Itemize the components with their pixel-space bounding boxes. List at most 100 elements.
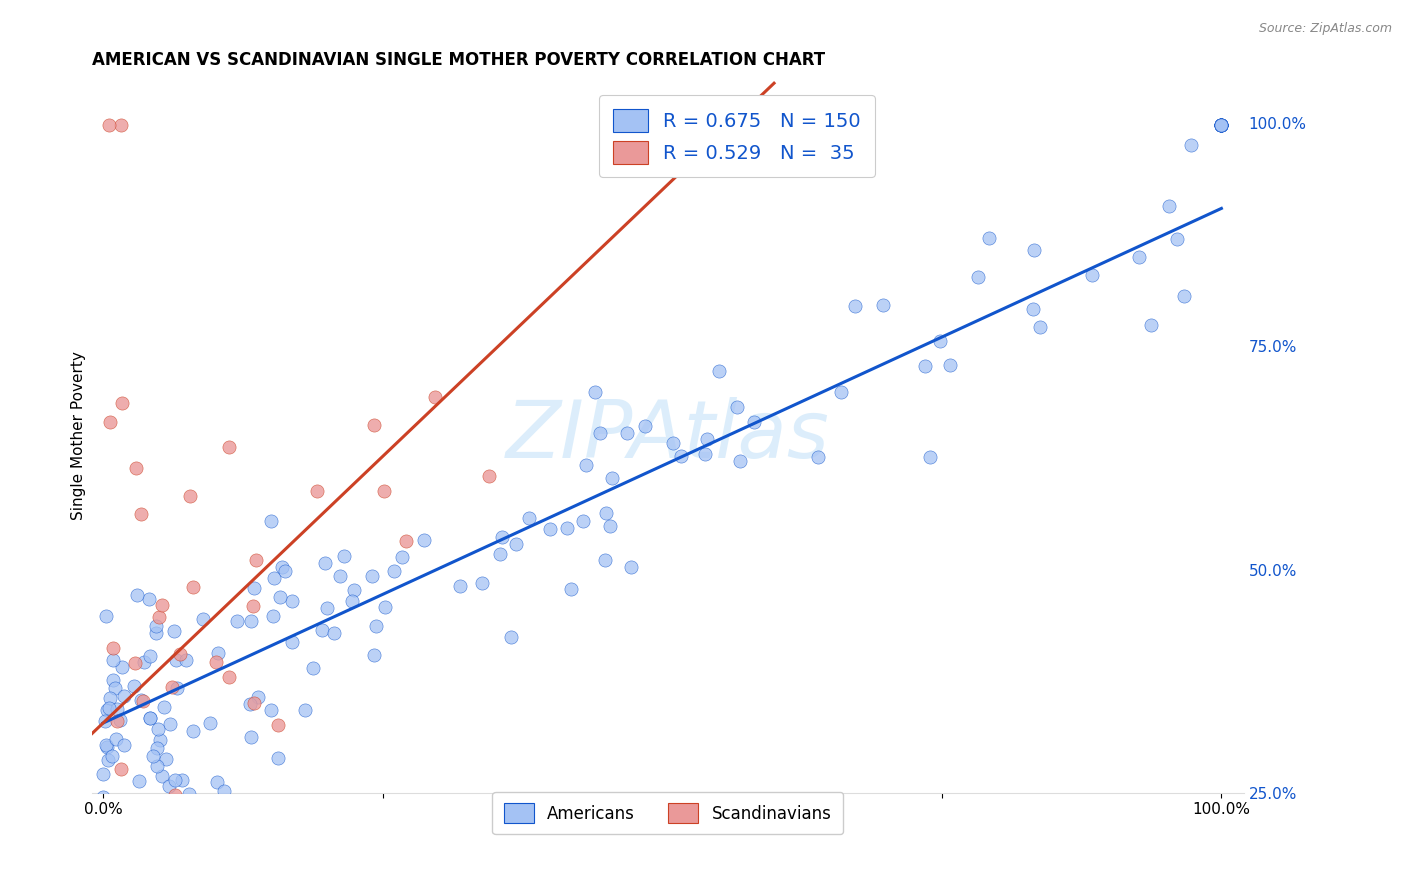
Point [101, 673, 124, 687]
Point [302, 661, 325, 675]
Point [363, 418, 385, 433]
Point [97, 753, 120, 767]
Point [131, 694, 153, 708]
Point [471, 576, 494, 591]
Point [181, 580, 204, 594]
Legend: Americans, Scandinavians: Americans, Scandinavians [492, 792, 844, 834]
Point [179, 787, 201, 801]
Point [373, 483, 395, 498]
Point [96, 703, 118, 717]
Point [108, 713, 131, 727]
Point [1173, 289, 1195, 303]
Point [242, 599, 264, 614]
Point [246, 690, 269, 704]
Point [538, 522, 561, 536]
Point [262, 609, 284, 624]
Point [572, 514, 595, 528]
Point [1211, 118, 1233, 132]
Point [152, 699, 174, 714]
Point [146, 740, 169, 755]
Point [149, 732, 172, 747]
Point [212, 784, 235, 798]
Point [93, 790, 115, 805]
Point [382, 564, 405, 578]
Point [316, 601, 339, 615]
Point [94, 609, 117, 624]
Point [155, 752, 177, 766]
Point [595, 506, 617, 520]
Point [1211, 118, 1233, 132]
Point [589, 426, 612, 441]
Point [1211, 118, 1233, 132]
Point [517, 511, 540, 525]
Point [101, 749, 124, 764]
Point [634, 419, 657, 434]
Point [274, 564, 297, 578]
Point [501, 630, 523, 644]
Point [150, 599, 173, 613]
Point [111, 795, 134, 809]
Point [110, 118, 132, 132]
Point [307, 483, 329, 498]
Point [505, 536, 527, 550]
Point [423, 390, 446, 404]
Point [104, 681, 127, 695]
Point [725, 401, 748, 415]
Point [98, 700, 121, 714]
Point [266, 751, 288, 765]
Point [918, 450, 941, 465]
Point [391, 549, 413, 564]
Point [844, 299, 866, 313]
Point [599, 518, 621, 533]
Point [162, 680, 184, 694]
Point [191, 612, 214, 626]
Point [159, 717, 181, 731]
Point [111, 396, 134, 410]
Point [364, 619, 387, 633]
Point [105, 714, 128, 729]
Point [872, 298, 894, 312]
Point [1211, 118, 1233, 132]
Point [243, 582, 266, 596]
Point [240, 614, 263, 628]
Point [560, 582, 582, 596]
Point [169, 648, 191, 662]
Point [1080, 268, 1102, 282]
Point [555, 521, 578, 535]
Point [169, 837, 191, 851]
Point [363, 648, 385, 662]
Point [139, 648, 162, 663]
Point [145, 759, 167, 773]
Point [112, 690, 135, 704]
Point [94, 739, 117, 753]
Text: AMERICAN VS SCANDINAVIAN SINGLE MOTHER POVERTY CORRELATION CHART: AMERICAN VS SCANDINAVIAN SINGLE MOTHER P… [91, 51, 825, 69]
Text: ZIPAtlas: ZIPAtlas [506, 397, 830, 475]
Point [1211, 118, 1233, 132]
Point [662, 436, 685, 450]
Point [127, 588, 149, 602]
Point [269, 591, 291, 605]
Point [1211, 118, 1233, 132]
Point [807, 450, 830, 464]
Point [938, 358, 960, 372]
Point [159, 780, 181, 794]
Point [329, 568, 352, 582]
Point [132, 655, 155, 669]
Point [139, 711, 162, 725]
Point [260, 703, 283, 717]
Point [707, 363, 730, 377]
Point [1159, 199, 1181, 213]
Point [294, 703, 316, 717]
Point [1211, 118, 1233, 132]
Point [1128, 251, 1150, 265]
Point [138, 591, 160, 606]
Point [148, 722, 170, 736]
Point [1211, 118, 1233, 132]
Point [129, 508, 152, 522]
Point [103, 653, 125, 667]
Point [205, 655, 228, 669]
Point [124, 656, 146, 670]
Point [395, 534, 418, 549]
Point [150, 769, 173, 783]
Point [165, 773, 187, 788]
